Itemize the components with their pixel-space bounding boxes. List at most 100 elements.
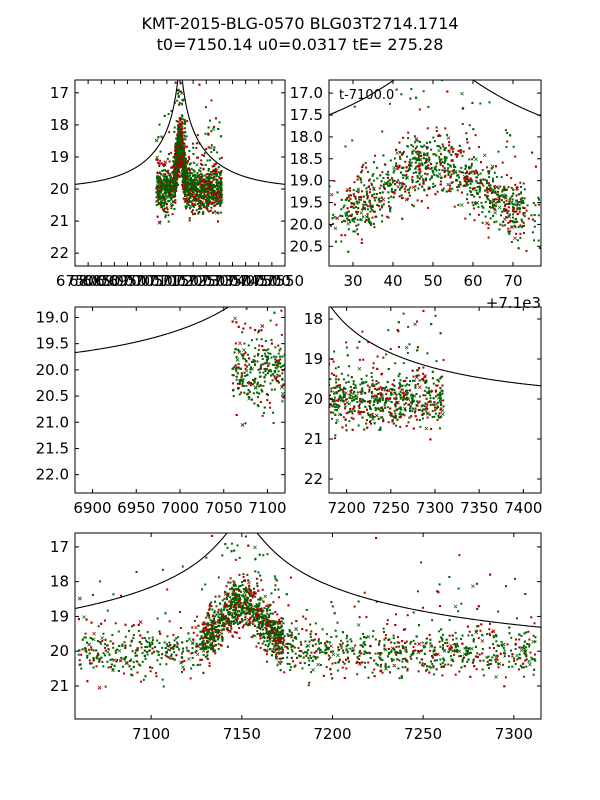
- panel3-xtick-label: 7000: [161, 499, 199, 517]
- panel1-data-point: [188, 192, 191, 195]
- panel1-data-point: [191, 192, 194, 195]
- panel2-data-point: [440, 158, 443, 161]
- panel2-data-point: [456, 189, 459, 192]
- panel2-data-point: [517, 193, 520, 196]
- panel1-data-point: [188, 149, 191, 152]
- panel1-data-point: [165, 211, 168, 214]
- panel2-data-point: [372, 173, 375, 176]
- panel2-data-point: [334, 240, 337, 243]
- panel1-data-point: [176, 136, 179, 139]
- panel1-data-point: [190, 185, 193, 188]
- panel2-data-point: [342, 206, 345, 209]
- panel1-data-point: [158, 181, 161, 184]
- panel1-data-point: [160, 178, 163, 181]
- panel1-data-point: [163, 164, 166, 167]
- panel4-data-point: [385, 353, 388, 356]
- panel2-data-point: [426, 154, 429, 157]
- panel4-data-point: [344, 405, 347, 408]
- panel4-data-point: [358, 403, 361, 406]
- panel2-data-point: [491, 204, 494, 207]
- panel1-data-point: [188, 188, 191, 191]
- panel1-data-point: [161, 208, 164, 211]
- panel2-data-point: [518, 208, 521, 211]
- panel2-data-point: [451, 181, 454, 184]
- panel2-data-point: [425, 63, 427, 65]
- panel1-data-point: [167, 113, 170, 116]
- panel1-data-point: [217, 192, 220, 195]
- panel2-data-point: [443, 157, 446, 160]
- panel1-data-point: [181, 166, 184, 169]
- panel2-data-point: [360, 196, 363, 199]
- panel1-data-point: [183, 142, 186, 145]
- panel2-data-point: [517, 226, 520, 229]
- panel3-data-point: [232, 395, 235, 398]
- panel1-data-point: [212, 195, 215, 198]
- panel2-data-point: [367, 185, 370, 188]
- panel2-data-point: [348, 219, 351, 222]
- panel2-data-point: [422, 153, 425, 156]
- panel4-data-point: [393, 379, 396, 382]
- panel1-data-point: [202, 184, 205, 187]
- panel2-data-point: [355, 224, 358, 227]
- panel1-data-point: [186, 174, 189, 177]
- panel4-data-point: [345, 346, 348, 349]
- panel2-data-point: [341, 220, 344, 223]
- panel3-data-point: [264, 373, 267, 376]
- panel1-data-point: [191, 193, 194, 196]
- panel1-xtick-label: 7100: [148, 272, 186, 290]
- panel1-data-point: [182, 142, 185, 145]
- panel4-data-point: [356, 391, 359, 394]
- panel2-data-point: [383, 163, 386, 166]
- panel1-data-point: [171, 166, 174, 169]
- panel2-data-point: [389, 208, 392, 211]
- panel1-data-point: [194, 182, 197, 185]
- panel1-data-point: [202, 205, 205, 208]
- panel3-data-point: [273, 311, 276, 314]
- panel1-data-point: [168, 200, 171, 203]
- panel2-data-point: [503, 189, 506, 192]
- panel1-data-point: [212, 211, 215, 214]
- panel2-data-point: [415, 145, 418, 148]
- panel4-data-point: [345, 424, 348, 427]
- panel3-data-point: [240, 378, 243, 381]
- panel1-xtick-label: 6950: [108, 272, 146, 290]
- panel1-data-point: [207, 126, 210, 129]
- panel2-data-point: [365, 203, 368, 206]
- panel2-data-point: [396, 168, 399, 171]
- panel1-data-point: [215, 187, 218, 190]
- panel1-data-point: [164, 189, 167, 192]
- panel4-data-point: [335, 418, 340, 423]
- panel4-data-point: [389, 348, 392, 351]
- panel2-data-point: [347, 250, 350, 253]
- panel1-data-point: [200, 173, 203, 176]
- panel1-data-point: [158, 178, 161, 181]
- panel4-data-point: [382, 418, 385, 421]
- panel1-data-point: [215, 173, 218, 176]
- panel1-data-point: [207, 133, 210, 136]
- panel1-xtick-label: 7300: [200, 272, 238, 290]
- panel4-data-point: [409, 380, 412, 383]
- panel1-data-point: [184, 158, 187, 161]
- panel1-data-point: [187, 182, 192, 186]
- panel1-data-point: [191, 186, 194, 189]
- panel1-data-point: [183, 178, 186, 181]
- panel1-group: 6750680068506900695070007050710071507200…: [50, 79, 304, 290]
- panel4-data-point: [397, 375, 400, 378]
- panel3-data-point: [263, 368, 266, 371]
- panel1-data-point: [197, 194, 200, 197]
- panel2-data-point: [385, 173, 388, 176]
- panel4-data-point: [342, 388, 345, 391]
- panel2-data-point: [359, 178, 362, 181]
- panel1-data-point: [214, 117, 217, 120]
- panel1-data-point: [162, 182, 165, 185]
- panel4-data-point: [374, 406, 377, 409]
- panel2-data-point: [437, 175, 440, 178]
- panel1-ytick-label: 19: [50, 148, 69, 166]
- panel1-data-point: [188, 204, 193, 209]
- panel2-data-point: [501, 161, 504, 164]
- panel1-data-point: [160, 202, 163, 205]
- panel4-data-point: [391, 388, 394, 391]
- panel2-data-point: [421, 164, 424, 167]
- panel2-data-point: [489, 217, 492, 220]
- panel1-data-point: [175, 156, 178, 159]
